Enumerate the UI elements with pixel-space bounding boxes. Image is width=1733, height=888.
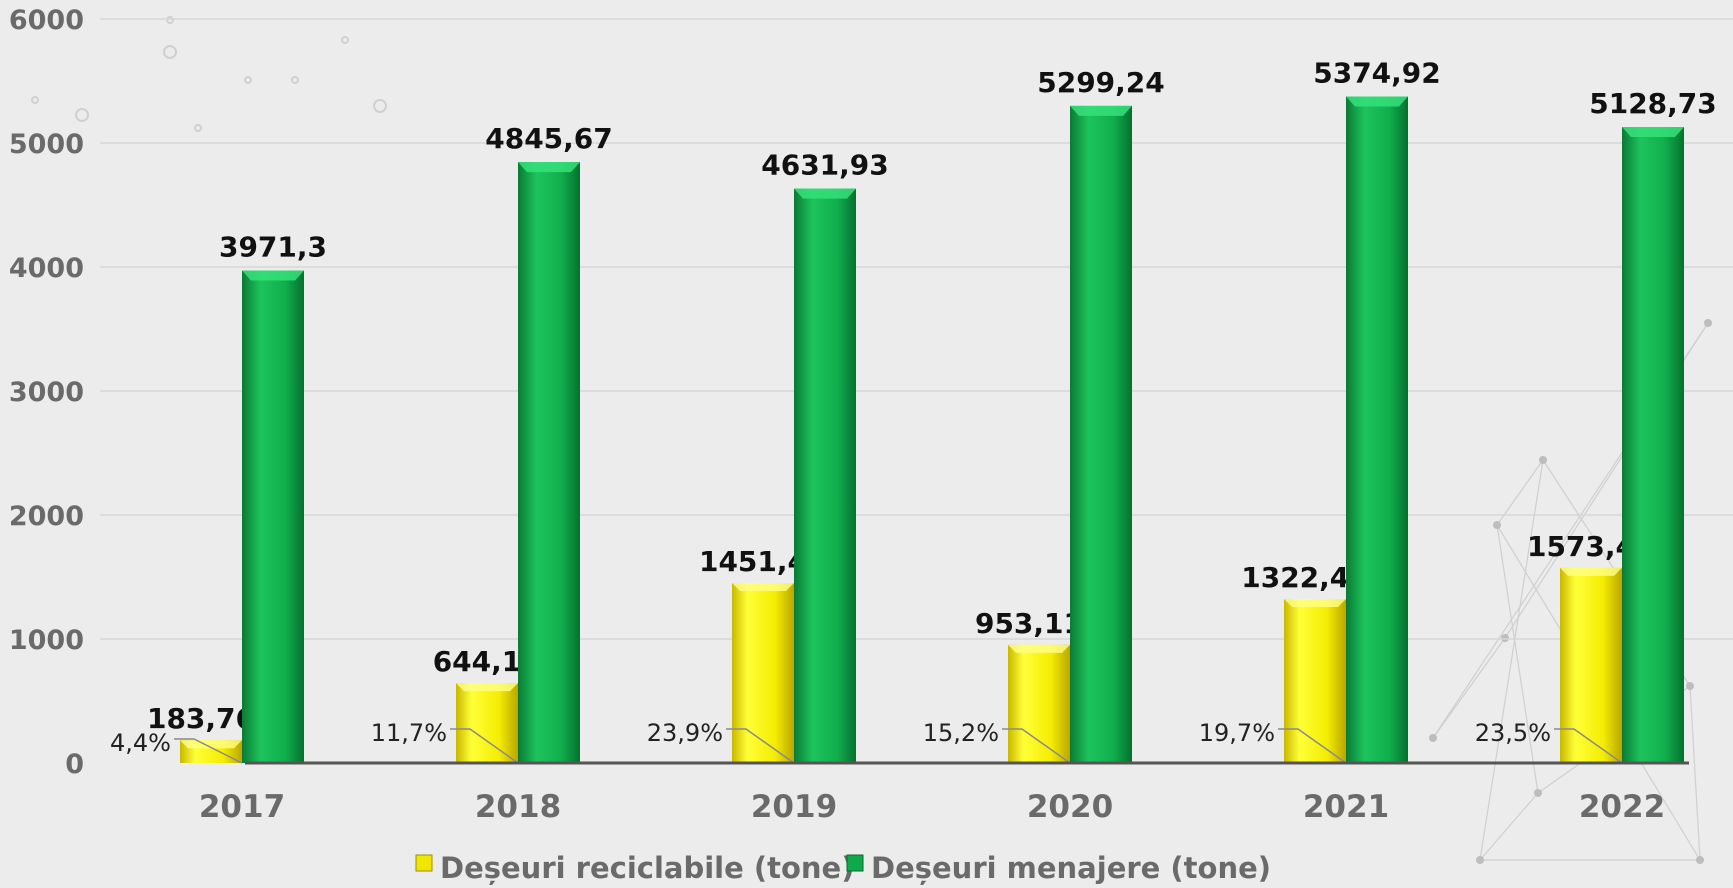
bar-bevel	[1560, 567, 1622, 576]
legend: Deșeuri reciclabile (tone) Deșeuri menaje…	[415, 851, 1271, 885]
y-tick-label: 1000	[9, 625, 84, 656]
decor-node	[1686, 682, 1694, 690]
legend-swatch-menajere	[846, 854, 864, 872]
percent-leader-line	[726, 728, 795, 764]
bar-bevel	[1622, 127, 1684, 138]
value-label-reciclabile: 1573,4	[1527, 530, 1635, 563]
x-axis: 2017 2018 2019 2020 2021 2022	[199, 761, 1689, 825]
y-tick-label: 6000	[9, 5, 84, 36]
decor-line	[1479, 792, 1539, 861]
bar-bevel	[242, 270, 304, 281]
x-tick-label: 2018	[475, 789, 561, 825]
y-tick-label: 0	[65, 749, 84, 780]
value-label-reciclabile: 953,11	[975, 607, 1083, 640]
percent-label: 4,4%	[110, 729, 171, 757]
y-tick-label: 5000	[9, 129, 84, 160]
x-tick-label: 2017	[199, 789, 285, 825]
percent-label: 23,9%	[647, 719, 723, 747]
bar-bevel	[732, 583, 794, 592]
value-label-reciclabile: 644,1	[433, 645, 522, 678]
decor-node	[1534, 789, 1542, 797]
decor-dot	[31, 96, 39, 104]
legend-label-menajere: Deșeuri menajere (tone)	[871, 851, 1271, 885]
decor-line	[1496, 459, 1544, 526]
bar-bevel	[794, 188, 856, 199]
percent-label: 11,7%	[371, 719, 447, 747]
decor-node	[1501, 634, 1509, 642]
decor-node	[1696, 856, 1704, 864]
bar-menajere-2021	[1346, 96, 1408, 764]
value-label-reciclabile: 1451,4	[699, 545, 807, 578]
gridlines	[100, 18, 1733, 640]
decor-line	[1496, 524, 1539, 794]
bar-bevel	[180, 740, 242, 749]
decor-node	[1539, 456, 1547, 464]
value-label-menajere: 5299,24	[1037, 66, 1165, 99]
value-label-menajere: 4631,93	[761, 149, 889, 182]
decor-node	[1704, 319, 1712, 327]
decor-line	[1479, 459, 1544, 861]
decor-dot	[194, 124, 202, 132]
bar-reciclabile-2021	[1284, 599, 1346, 763]
decor-dot	[341, 36, 349, 44]
value-label-reciclabile: 183,76	[147, 702, 255, 735]
percent-label: 19,7%	[1199, 719, 1275, 747]
bar-reciclabile-2019	[732, 583, 794, 763]
bar-menajere-2019	[794, 188, 856, 763]
percent-leader-line	[450, 728, 519, 764]
bar-bevel	[1070, 105, 1132, 116]
decor-dot	[244, 76, 252, 84]
bar-menajere-2018	[518, 162, 580, 764]
value-label-menajere: 3971,3	[219, 231, 327, 264]
decor-dot	[373, 99, 387, 113]
decor-node	[1429, 734, 1437, 742]
bar-reciclabile-2018	[456, 683, 518, 763]
decor-dot	[75, 108, 89, 122]
decor-dot	[166, 16, 174, 24]
bars: 183,76 3971,3 4,4% 644,1 4845,67 11,7% 1451,4 4…	[110, 57, 1717, 764]
bar-menajere-2017	[242, 270, 304, 763]
x-tick-label: 2022	[1579, 789, 1665, 825]
x-tick-label: 2021	[1303, 789, 1389, 825]
percent-leader-line	[174, 738, 243, 764]
y-tick-label: 2000	[9, 501, 84, 532]
value-label-menajere: 5128,73	[1589, 87, 1717, 120]
bar-bevel	[1008, 644, 1070, 653]
value-label-menajere: 4845,67	[485, 122, 613, 155]
decor-dot	[163, 45, 177, 59]
value-label-menajere: 5374,92	[1313, 57, 1441, 90]
bar-reciclabile-2020	[1008, 644, 1070, 763]
decor-line	[1432, 637, 1506, 739]
x-tick-label: 2019	[751, 789, 837, 825]
bar-menajere-2022	[1622, 127, 1684, 764]
y-tick-label: 3000	[9, 377, 84, 408]
bar-reciclabile-2022	[1560, 567, 1622, 763]
y-tick-label: 4000	[9, 253, 84, 284]
bar-bevel	[456, 683, 518, 692]
legend-label-reciclabile: Deșeuri reciclabile (tone)	[440, 851, 854, 885]
percent-leader-line	[1002, 728, 1071, 764]
percent-leader-line	[1278, 728, 1347, 764]
bar-bevel	[1284, 599, 1346, 608]
y-axis: 0 1000 2000 3000 4000 5000 6000	[9, 5, 84, 780]
percent-label: 15,2%	[923, 719, 999, 747]
x-tick-label: 2020	[1027, 789, 1113, 825]
decor-line	[1689, 685, 1701, 861]
bar-bevel	[1346, 96, 1408, 107]
bar-bevel	[518, 162, 580, 173]
decor-dot	[291, 76, 299, 84]
legend-swatch-reciclabile	[415, 854, 433, 872]
percent-label: 23,5%	[1475, 719, 1551, 747]
bar-menajere-2020	[1070, 105, 1132, 764]
decor-node	[1476, 856, 1484, 864]
decor-node	[1493, 521, 1501, 529]
percent-leader-line	[1554, 728, 1623, 764]
